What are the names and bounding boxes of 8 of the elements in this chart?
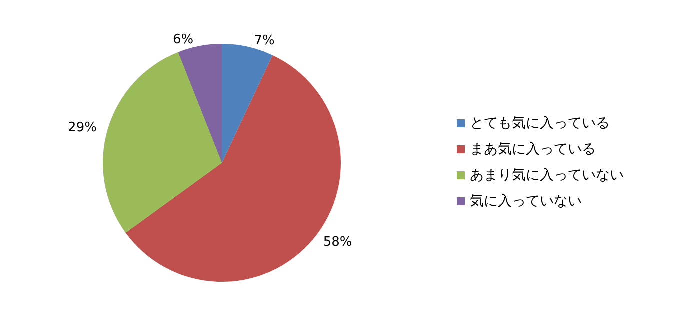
legend-label: まあ気に入っている <box>470 142 596 158</box>
legend-label: 気に入っていない <box>470 194 582 210</box>
data-label: 58% <box>323 235 352 250</box>
legend-label: とても気に入っている <box>470 116 610 132</box>
data-label: 6% <box>172 32 194 48</box>
data-label: 29% <box>68 120 97 136</box>
data-label: 7% <box>254 34 275 49</box>
legend-label: あまり気に入っていない <box>470 168 624 184</box>
